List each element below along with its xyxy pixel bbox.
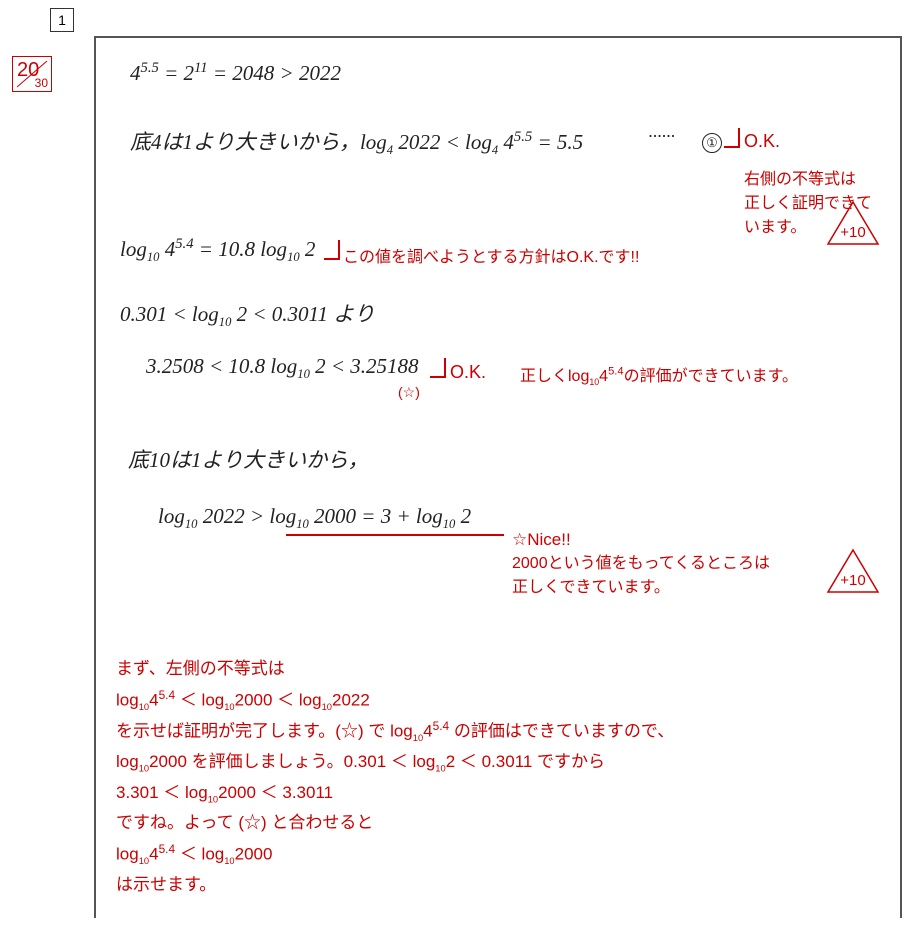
advice-block: まず、左側の不等式は log1045.4 ＜ log102000 ＜ log10… xyxy=(116,654,674,901)
corner-mark-icon xyxy=(430,358,446,378)
page: 1 20 30 45.5 = 211 = 2048 > 2022 底4は1より大… xyxy=(0,0,916,932)
advice-line-3: を示せば証明が完了します。(☆) で log1045.4 の評価はできていますの… xyxy=(116,716,674,747)
score-box: 20 30 xyxy=(12,56,52,92)
corner-mark-icon xyxy=(324,240,340,260)
annotation-nice-body: 2000という値をもってくるところは 正しくできています。 xyxy=(512,552,770,600)
advice-line-8: は示せます。 xyxy=(116,870,674,901)
advice-line-1: まず、左側の不等式は xyxy=(116,654,674,685)
circled-one: ① xyxy=(702,128,722,153)
red-underline xyxy=(286,534,504,536)
handwriting-line-2a: 底4は1より大きいから，log4 2022 < log4 45.5 = 5.5 xyxy=(130,126,583,158)
question-number-box: 1 xyxy=(50,8,74,32)
handwriting-line-3: log10 45.4 = 10.8 log10 2 xyxy=(120,236,315,265)
points-triangle-2: +10 xyxy=(826,548,880,594)
handwriting-line-7: log10 2022 > log10 2000 = 3 + log10 2 xyxy=(158,504,471,532)
star-label: (☆) xyxy=(398,384,420,401)
advice-line-4: log102000 を評価しましょう。0.301 ＜ log102 ＜ 0.30… xyxy=(116,747,674,778)
handwriting-line-1: 45.5 = 211 = 2048 > 2022 xyxy=(130,60,341,86)
advice-line-2: log1045.4 ＜ log102000 ＜ log102022 xyxy=(116,685,674,716)
handwriting-line-5: 3.2508 < 10.8 log10 2 < 3.25188 xyxy=(146,354,419,382)
handwriting-line-2b: ······ xyxy=(648,126,675,147)
question-number: 1 xyxy=(58,12,66,28)
advice-line-5: 3.301 ＜ log102000 ＜ 3.3011 xyxy=(116,778,674,809)
corner-mark-icon xyxy=(724,128,740,148)
annotation-ok-2: O.K. xyxy=(450,362,486,383)
points-2: +10 xyxy=(826,572,880,589)
handwriting-line-6: 底10は1より大きいから， xyxy=(128,444,368,474)
annotation-eval-ok: 正しくlog1045.4の評価ができています。 xyxy=(520,362,798,387)
points-1: +10 xyxy=(826,224,880,241)
points-triangle-1: +10 xyxy=(826,200,880,246)
annotation-ok-1: O.K. xyxy=(744,131,780,152)
annotation-nice: ☆Nice!! xyxy=(512,530,571,550)
score-total: 30 xyxy=(35,76,48,90)
handwriting-line-4: 0.301 < log10 2 < 0.3011 より xyxy=(120,298,375,330)
annotation-plan-ok: この値を調べようとする方針はO.K.です!! xyxy=(343,243,639,267)
advice-line-6: ですね。よって (☆) と合わせると xyxy=(116,808,674,839)
advice-line-7: log1045.4 ＜ log102000 xyxy=(116,839,674,870)
